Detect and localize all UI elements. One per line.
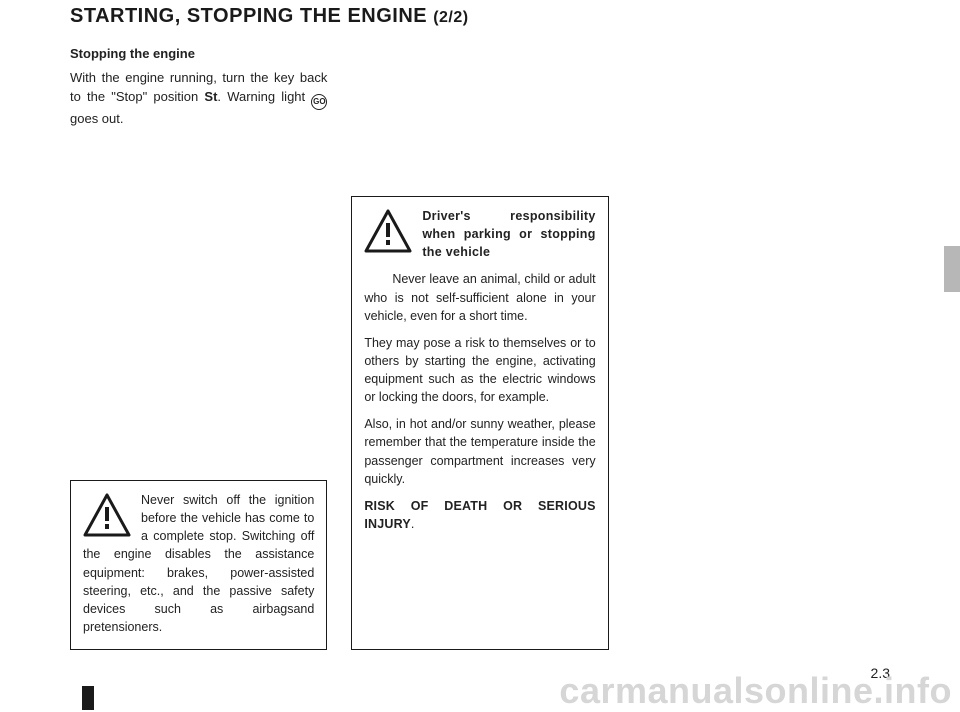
warning-risk: RISK OF DEATH OR SERIOUS INJURY. bbox=[364, 497, 595, 533]
stopping-subhead: Stopping the engine bbox=[70, 46, 327, 61]
column-1: Stopping the engine With the engine runn… bbox=[70, 46, 327, 650]
column-3 bbox=[633, 46, 890, 650]
page-number: 2.3 bbox=[871, 665, 890, 681]
spacer bbox=[70, 139, 327, 480]
text-bold-st: St bbox=[204, 89, 217, 104]
text-seg: . Warning light bbox=[217, 89, 311, 104]
risk-tail: . bbox=[411, 517, 414, 531]
warning-box-responsibility: Driver's responsibility when parking or … bbox=[351, 196, 608, 650]
risk-text: RISK OF DEATH OR SERIOUS INJURY bbox=[364, 499, 595, 531]
page-title: STARTING, STOPPING THE ENGINE (2/2) bbox=[70, 5, 890, 28]
section-tab bbox=[944, 246, 960, 292]
stopping-paragraph: With the engine running, turn the key ba… bbox=[70, 69, 327, 129]
text-seg: goes out. bbox=[70, 111, 124, 126]
go-icon: GO bbox=[311, 94, 327, 110]
columns: Stopping the engine With the engine runn… bbox=[70, 46, 890, 650]
title-text: STARTING, STOPPING THE ENGINE bbox=[70, 5, 427, 27]
warning-p1: Never leave an animal, child or adult wh… bbox=[364, 270, 595, 324]
warning-p3: Also, in hot and/or sunny weather, pleas… bbox=[364, 415, 595, 488]
page-content: STARTING, STOPPING THE ENGINE (2/2) Stop… bbox=[70, 5, 890, 685]
warning-triangle-icon bbox=[364, 209, 412, 253]
warning-triangle-icon bbox=[83, 493, 131, 537]
title-part: (2/2) bbox=[433, 9, 468, 26]
warning-p2: They may pose a risk to themselves or to… bbox=[364, 334, 595, 407]
column-2: Driver's responsibility when parking or … bbox=[351, 46, 608, 650]
crop-mark bbox=[82, 686, 94, 710]
warning-box-ignition: Never switch off the igni­tion before th… bbox=[70, 480, 327, 650]
